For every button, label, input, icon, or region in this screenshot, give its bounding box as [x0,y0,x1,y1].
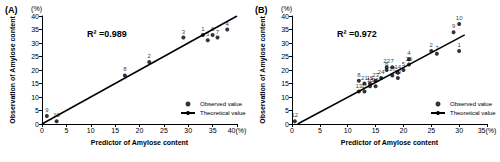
svg-text:2: 2 [148,53,152,59]
svg-text:30: 30 [455,127,463,134]
svg-text:15: 15 [372,127,380,134]
svg-text:40(%): 40(%) [228,127,247,135]
svg-text:20: 20 [136,127,144,134]
svg-text:35: 35 [209,127,217,134]
svg-text:22: 22 [383,58,390,64]
svg-text:Theoretical value: Theoretical value [450,110,496,116]
svg-text:5: 5 [64,127,68,134]
svg-text:15: 15 [111,127,119,134]
svg-text:20: 20 [31,67,39,74]
svg-text:Observation of Amylose content: Observation of Amylose content [9,16,17,124]
svg-text:25: 25 [31,53,39,60]
svg-text:7: 7 [390,58,394,65]
svg-text:7: 7 [216,29,220,35]
svg-text:8: 8 [123,66,127,72]
svg-text:3: 3 [182,29,186,35]
svg-text:13: 13 [356,83,363,89]
svg-text:0: 0 [290,127,294,134]
svg-text:23: 23 [372,71,379,78]
svg-text:2: 2 [430,42,434,48]
svg-text:19: 19 [394,69,402,76]
svg-text:10: 10 [281,94,289,101]
svg-text:11: 11 [361,82,368,89]
svg-text:Observed value: Observed value [200,101,243,107]
svg-text:20: 20 [406,56,413,62]
svg-text:8: 8 [357,71,361,78]
svg-text:10: 10 [456,15,463,21]
svg-text:20: 20 [400,127,408,134]
svg-text:30: 30 [31,40,39,47]
svg-text:12: 12 [291,112,298,118]
svg-text:1: 1 [201,26,205,32]
svg-text:Predictor of Amylose content: Predictor of Amylose content [91,139,189,147]
svg-text:5: 5 [318,127,322,134]
svg-text:10: 10 [87,127,95,134]
svg-text:9: 9 [452,23,456,29]
svg-text:5: 5 [285,107,289,114]
svg-text:0: 0 [35,121,39,128]
svg-text:0: 0 [40,127,44,134]
svg-text:Theoretical value: Theoretical value [200,110,246,116]
svg-text:4: 4 [225,20,229,27]
svg-text:1: 1 [457,42,461,48]
svg-text:0: 0 [285,121,289,128]
svg-text:35(%): 35(%) [478,127,497,135]
svg-text:9: 9 [45,107,49,113]
svg-text:17: 17 [388,66,396,73]
svg-text:Predictor of Amylose content: Predictor of Amylose content [341,139,439,147]
svg-text:15: 15 [281,80,289,87]
svg-text:20: 20 [281,67,289,74]
svg-text:40: 40 [281,13,289,20]
svg-text:21: 21 [361,75,368,81]
svg-text:R² =0.989: R² =0.989 [87,29,127,39]
svg-text:(B): (B) [255,5,268,15]
svg-text:25: 25 [160,127,168,134]
svg-text:Observed value: Observed value [450,101,493,107]
svg-text:15: 15 [31,80,39,87]
svg-text:25: 25 [281,53,289,60]
svg-text:40: 40 [31,13,39,20]
svg-text:Observation of Amylose content: Observation of Amylose content [259,16,267,124]
svg-text:35: 35 [281,26,289,33]
svg-text:10: 10 [53,112,60,119]
svg-text:5: 5 [206,31,210,38]
svg-text:24: 24 [378,69,385,75]
svg-text:30: 30 [184,127,192,134]
svg-text:10: 10 [31,94,39,101]
svg-text:4: 4 [407,50,411,57]
svg-text:(A): (A) [5,5,18,15]
svg-text:6: 6 [211,25,215,32]
svg-text:25: 25 [427,127,435,134]
svg-text:5: 5 [401,61,406,67]
svg-text:3: 3 [435,44,439,51]
svg-text:5: 5 [35,107,39,114]
svg-text:R² =0.972: R² =0.972 [337,29,377,39]
svg-text:35: 35 [31,26,39,33]
svg-text:30: 30 [281,40,289,47]
svg-text:18: 18 [366,77,374,84]
svg-text:10: 10 [344,127,352,134]
